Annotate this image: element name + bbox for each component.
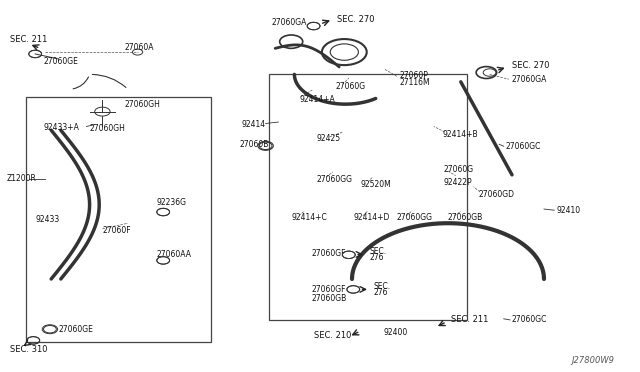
Text: 92425: 92425 xyxy=(317,134,341,143)
Bar xyxy=(269,74,467,320)
Text: 27060A: 27060A xyxy=(125,43,154,52)
Text: SEC. 211: SEC. 211 xyxy=(451,315,488,324)
Text: 27060P: 27060P xyxy=(400,71,429,80)
Text: 27060GA: 27060GA xyxy=(512,75,547,84)
Text: J27800W9: J27800W9 xyxy=(572,356,614,365)
Text: SEC. 270: SEC. 270 xyxy=(512,61,550,70)
Text: SEC.: SEC. xyxy=(373,282,390,291)
Text: 27060GC: 27060GC xyxy=(506,142,541,151)
Text: 92520M: 92520M xyxy=(360,180,391,189)
Text: 27060GB: 27060GB xyxy=(448,213,483,222)
Text: SEC.: SEC. xyxy=(370,247,387,256)
Text: 27060F: 27060F xyxy=(102,226,131,235)
Text: Z1200R: Z1200R xyxy=(6,174,36,183)
Bar xyxy=(26,97,211,342)
Text: 27060GH: 27060GH xyxy=(90,124,125,133)
Text: 27060GE: 27060GE xyxy=(44,57,78,66)
Text: 27060G: 27060G xyxy=(336,82,366,91)
Text: 27060GG: 27060GG xyxy=(317,175,353,184)
Text: 92433: 92433 xyxy=(35,215,60,224)
Text: 92414+B: 92414+B xyxy=(443,130,479,139)
Text: 27060AA: 27060AA xyxy=(157,250,192,259)
Text: 27116M: 27116M xyxy=(400,78,431,87)
Text: 27060GG: 27060GG xyxy=(397,213,433,222)
Text: 92400: 92400 xyxy=(384,328,408,337)
Text: 92433+A: 92433+A xyxy=(44,123,79,132)
Text: 27060GE: 27060GE xyxy=(59,325,93,334)
Text: SEC. 270: SEC. 270 xyxy=(337,15,375,24)
Text: 27060B: 27060B xyxy=(240,140,269,149)
Text: 276: 276 xyxy=(370,253,385,262)
Text: 276: 276 xyxy=(373,288,388,296)
Text: 27060GF: 27060GF xyxy=(312,249,346,258)
Text: 92414+D: 92414+D xyxy=(354,213,390,222)
Text: 27060GD: 27060GD xyxy=(479,190,515,199)
Text: 92414: 92414 xyxy=(241,120,266,129)
Text: SEC. 210: SEC. 210 xyxy=(314,331,351,340)
Text: 27060GC: 27060GC xyxy=(512,315,547,324)
Text: SEC. 211: SEC. 211 xyxy=(10,35,47,44)
Text: 92414+A: 92414+A xyxy=(300,95,335,104)
Text: 92422P: 92422P xyxy=(444,178,472,187)
Text: 92414+C: 92414+C xyxy=(291,213,327,222)
Text: 27060GA: 27060GA xyxy=(272,18,307,27)
Text: 92410: 92410 xyxy=(557,206,581,215)
Text: 27060G: 27060G xyxy=(444,165,474,174)
Text: SEC. 310: SEC. 310 xyxy=(10,345,47,354)
Text: 92236G: 92236G xyxy=(157,198,187,207)
Text: 27060GB: 27060GB xyxy=(312,294,347,303)
Text: 27060GH: 27060GH xyxy=(125,100,161,109)
Text: 27060GF: 27060GF xyxy=(312,285,346,294)
